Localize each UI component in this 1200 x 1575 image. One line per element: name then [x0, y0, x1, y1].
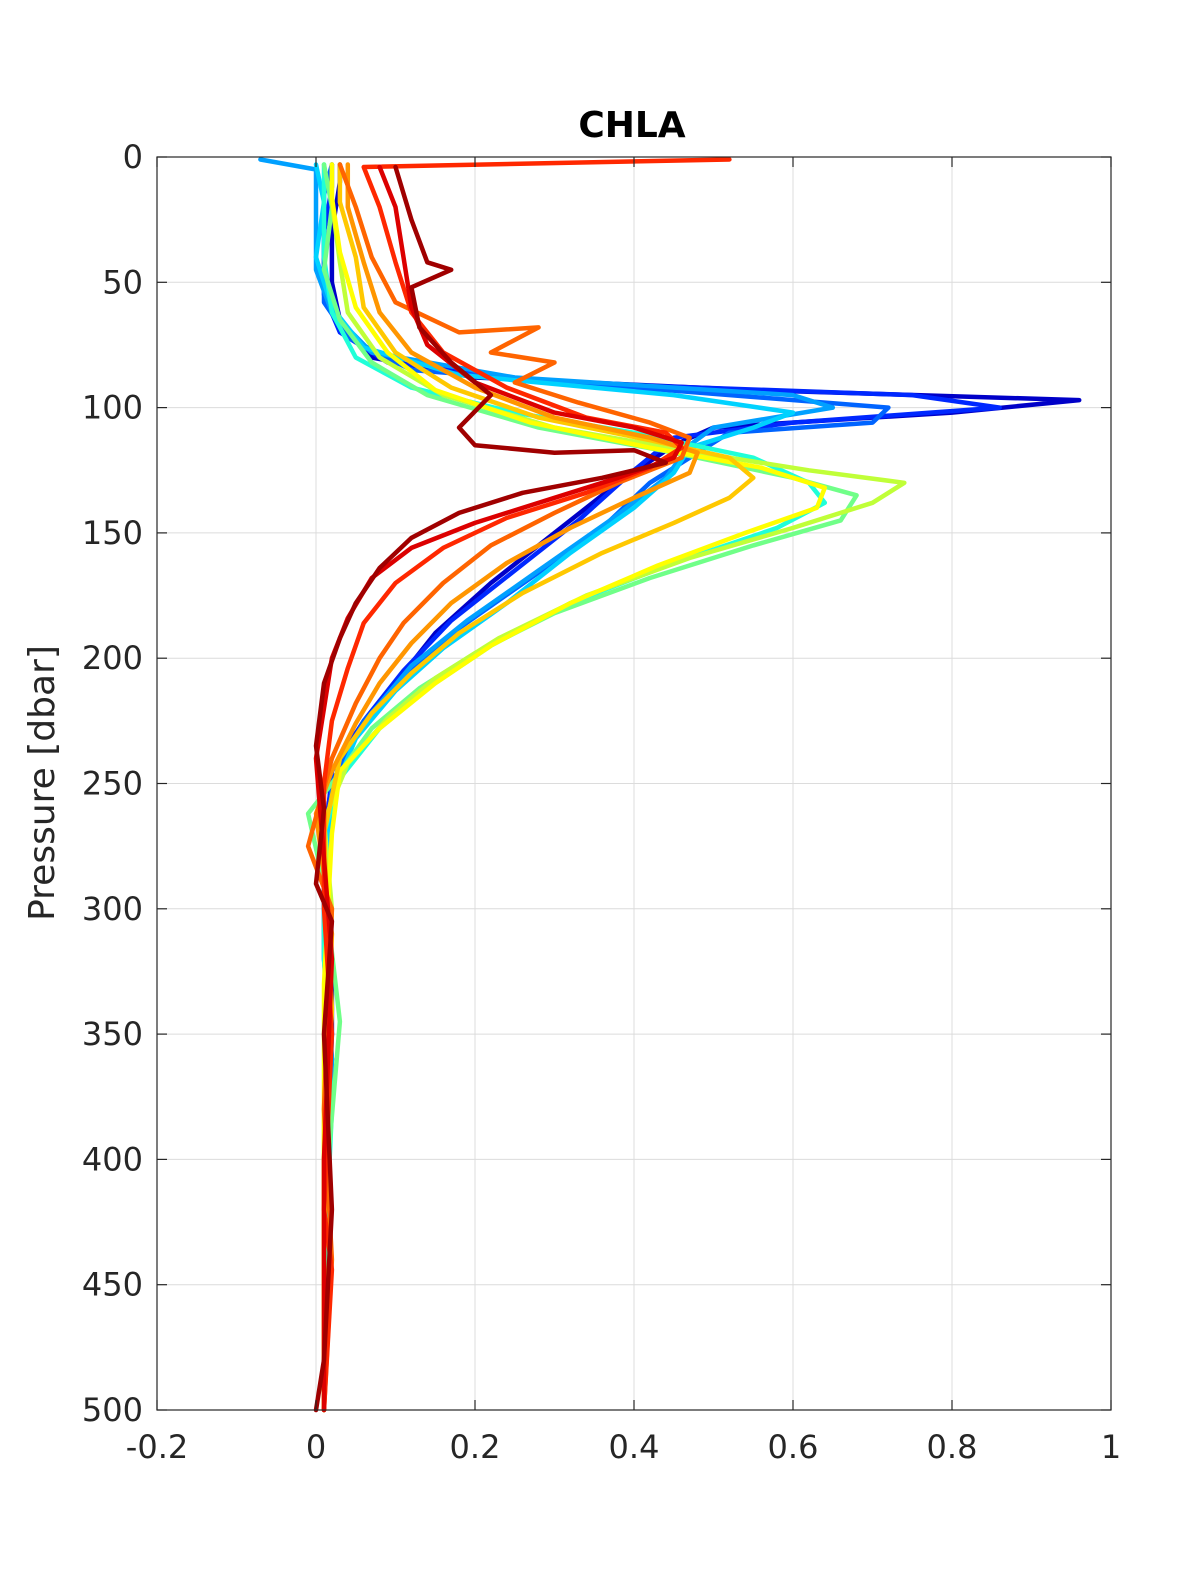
y-tick-label: 150	[82, 514, 143, 552]
x-tick-label: 0	[306, 1428, 326, 1466]
x-tick-label: -0.2	[126, 1428, 188, 1466]
axis-ticks: -0.2 0 0.2 0.4 0.6 0.8 1 0 50 100 150 200 250 300 350 4…	[82, 138, 1121, 1466]
y-tick-label: 50	[102, 263, 143, 301]
profile-line-9	[321, 162, 828, 1413]
x-tick-label: 0.6	[768, 1428, 819, 1466]
x-tick-label: 0.2	[450, 1428, 501, 1466]
grid	[157, 157, 1111, 1410]
y-tick-label: 100	[82, 389, 143, 427]
y-tick-label: 500	[82, 1391, 143, 1429]
x-tick-label: 0.8	[927, 1428, 978, 1466]
x-tick-label: 1	[1101, 1428, 1121, 1466]
profile-line-15	[313, 164, 669, 1413]
y-tick-label: 400	[82, 1140, 143, 1178]
profile-line-7	[305, 162, 859, 1413]
profile-line-12	[305, 162, 692, 1413]
profiles	[258, 157, 1082, 1413]
y-tick-label: 450	[82, 1266, 143, 1304]
y-axis-label: Pressure [dbar]	[22, 645, 63, 921]
y-tick-label: 350	[82, 1015, 143, 1053]
x-tick-label: 0.4	[609, 1428, 660, 1466]
y-tick-label: 200	[82, 639, 143, 677]
profile-line-10	[321, 162, 756, 1413]
y-tick-label: 0	[123, 138, 143, 176]
chart-title: CHLA	[578, 105, 685, 146]
y-tick-label: 250	[82, 765, 143, 803]
y-tick-label: 300	[82, 890, 143, 928]
